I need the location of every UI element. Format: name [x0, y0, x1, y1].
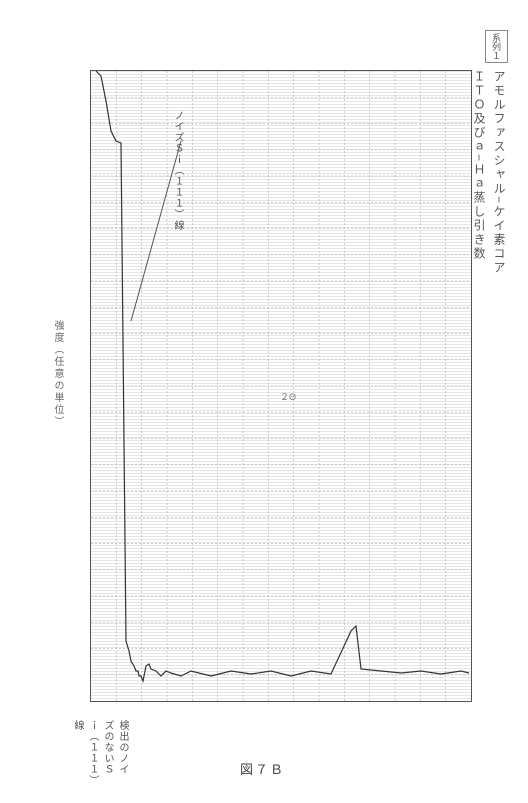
annotation-top: ノイズＳｉ（１１１）線 [170, 110, 185, 231]
annotation-bottom: 検出のノイズのないＳｉ（１１１）線 [70, 720, 130, 783]
chart-title-left: ＩＴＯ及びａ−Ｈａ蒸し引き数 [471, 70, 488, 261]
legend-box: 系列１ [485, 30, 508, 63]
y-axis-label: 強度（任意の単位） [50, 320, 65, 428]
plot-area [90, 70, 472, 702]
grid-svg [91, 71, 471, 701]
data-curve [96, 71, 469, 681]
chart-wrapper: ＩＴＯ及びａ−Ｈａ蒸し引き数 アモルファスシャル−ケイ素コア 系列１ 強度（任意… [20, 20, 508, 783]
figure-label: 図７Ｂ [240, 759, 285, 778]
x-tick-center: ２Θ [280, 390, 296, 403]
chart-title-right: アモルファスシャル−ケイ素コア [491, 70, 508, 275]
